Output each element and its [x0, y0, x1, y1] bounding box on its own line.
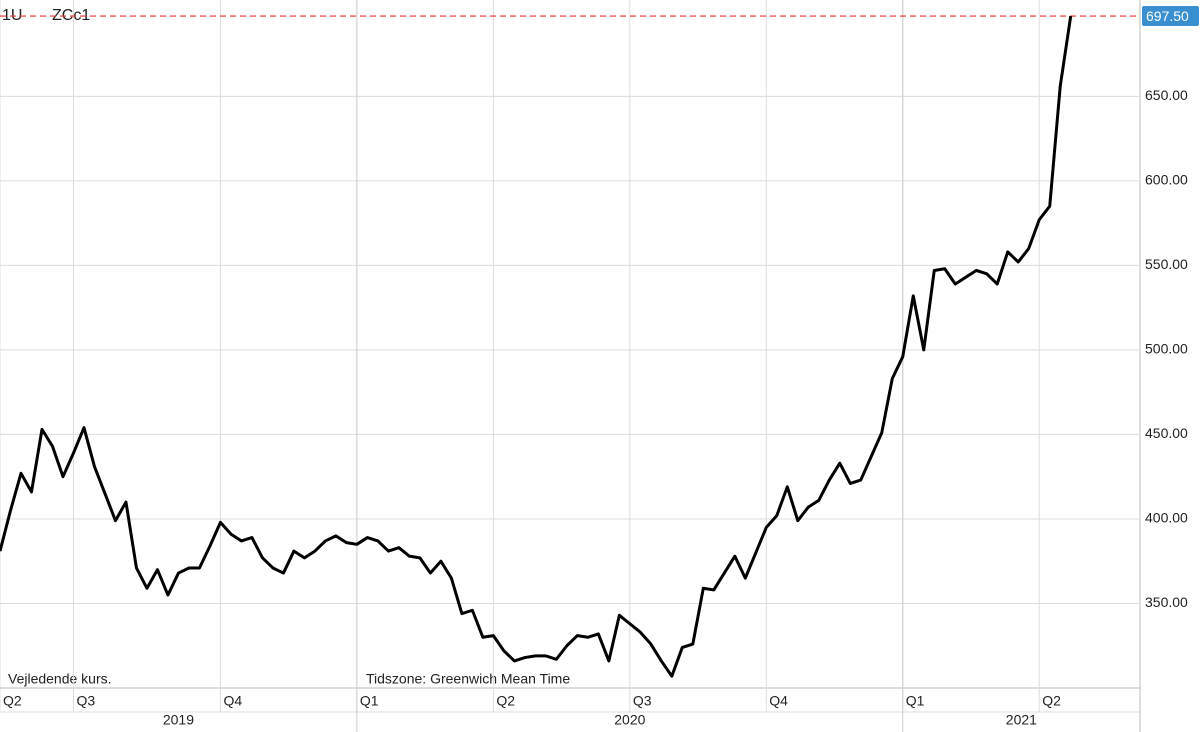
x-tick-label: Q3 [76, 693, 95, 709]
y-tick-label: 550.00 [1145, 256, 1188, 272]
note: Vejledende kurs. [8, 671, 112, 687]
year-label: 2019 [163, 712, 194, 728]
x-tick-label: Q2 [1042, 693, 1061, 709]
year-label: 2021 [1006, 712, 1037, 728]
x-tick-label: Q1 [360, 693, 379, 709]
y-tick-label: 400.00 [1145, 510, 1188, 526]
y-tick-label: 350.00 [1145, 594, 1188, 610]
x-tick-label: Q2 [496, 693, 515, 709]
x-tick-label: Q4 [769, 693, 788, 709]
current-value-box [1142, 6, 1199, 27]
note: Tidszone: Greenwich Mean Time [366, 671, 570, 687]
x-tick-label: Q4 [223, 693, 242, 709]
x-tick-label: Q2 [3, 693, 22, 709]
y-tick-label: 600.00 [1145, 172, 1188, 188]
y-tick-label: 650.00 [1145, 87, 1188, 103]
y-tick-label: 450.00 [1145, 425, 1188, 441]
year-label: 2020 [614, 712, 645, 728]
price-line [0, 15, 1073, 678]
x-tick-label: Q3 [633, 693, 652, 709]
x-tick-label: Q1 [906, 693, 925, 709]
current-value-label: 697.50 [1146, 8, 1189, 24]
y-tick-label: 500.00 [1145, 341, 1188, 357]
